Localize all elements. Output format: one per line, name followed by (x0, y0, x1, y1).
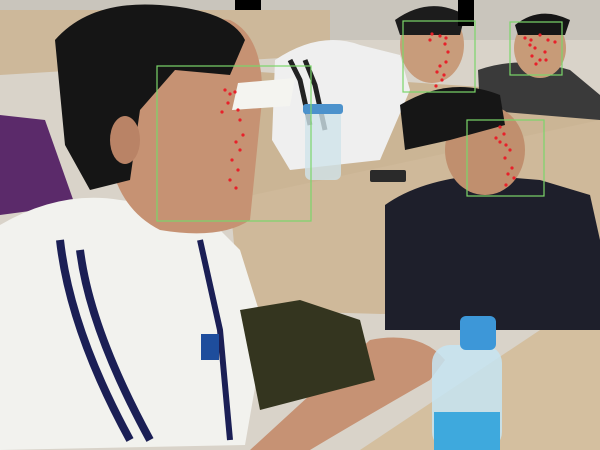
foreground-shirt-stripes (56, 239, 154, 442)
backpack (240, 300, 375, 410)
landmark-dot (220, 110, 224, 114)
face-box-face-2 (402, 20, 476, 93)
landmark-dot (228, 92, 232, 96)
landmark-dot (544, 58, 548, 62)
landmark-dot (503, 156, 507, 160)
landmark-dot (538, 33, 542, 37)
landmark-dot (434, 84, 438, 88)
landmark-dot (440, 78, 444, 82)
landmark-dot (236, 108, 240, 112)
landmark-dot (498, 140, 502, 144)
landmark-dot (438, 64, 442, 68)
landmark-dot (512, 176, 516, 180)
landmark-dot (233, 90, 237, 94)
phone (370, 170, 406, 182)
open-book (232, 78, 295, 110)
face-box-face-3 (466, 119, 545, 197)
water-bottle-cap (303, 104, 343, 114)
landmark-dot (538, 58, 542, 62)
face-box-face-4 (509, 21, 563, 76)
student-dark-shirt-right (478, 62, 600, 120)
landmark-dot (238, 148, 242, 152)
student-hair-4 (515, 13, 570, 35)
facial-landmarks (220, 32, 557, 190)
redaction-bar-2 (458, 0, 474, 26)
landmark-dot (236, 168, 240, 172)
landmark-dot (529, 38, 533, 42)
foreground-ear (110, 116, 140, 164)
landmark-dot (533, 46, 537, 50)
landmark-dot (444, 60, 448, 64)
face-box-face-1 (156, 65, 312, 222)
student-hair-3 (400, 87, 505, 150)
landmark-dot (446, 50, 450, 54)
landmark-dot (528, 43, 532, 47)
landmark-dot (510, 166, 514, 170)
landmark-dot (543, 50, 547, 54)
landmark-dot (226, 101, 230, 105)
foreground-arm (250, 337, 445, 450)
landmark-dot (494, 136, 498, 140)
landmark-dot (553, 40, 557, 44)
front-bottle-label (434, 412, 500, 450)
shirt-badge (201, 334, 219, 360)
redaction-bar-1 (235, 0, 261, 10)
landmark-dot (230, 158, 234, 162)
landmark-dot (546, 38, 550, 42)
front-bottle-cap (460, 316, 496, 350)
landmark-dot (435, 70, 439, 74)
landmark-dot (504, 143, 508, 147)
landmark-dot (428, 38, 432, 42)
landmark-dot (430, 32, 434, 36)
landmark-dot (442, 73, 446, 77)
foreground-hair (55, 4, 245, 190)
landmark-dot (530, 54, 534, 58)
student-dark-shirt (385, 175, 600, 330)
landmark-dot (238, 118, 242, 122)
face-detection-boxes (156, 20, 563, 222)
landmark-dot (508, 148, 512, 152)
landmark-dot (443, 42, 447, 46)
landmark-dot (228, 178, 232, 182)
landmark-dot (504, 183, 508, 187)
landmark-dot (234, 186, 238, 190)
landmark-dot (234, 140, 238, 144)
foreground-sleeve-stripe (197, 239, 233, 441)
landmark-dot (498, 125, 502, 129)
landmark-dot (444, 36, 448, 40)
landmark-dot (523, 36, 527, 40)
landmark-dot (438, 34, 442, 38)
water-bottle (305, 110, 341, 180)
landmark-dot (223, 88, 227, 92)
landmark-dot (502, 132, 506, 136)
purple-shirt (0, 115, 75, 215)
landmark-dot (241, 133, 245, 137)
landmark-dot (534, 62, 538, 66)
landmark-dot (506, 172, 510, 176)
